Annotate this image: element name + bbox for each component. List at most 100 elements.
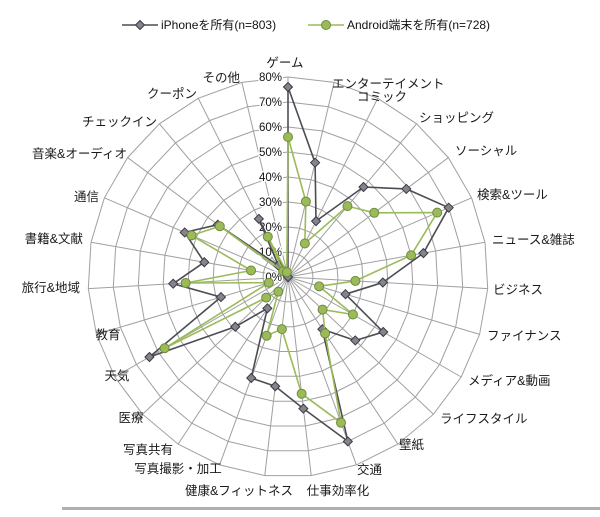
circle-marker-icon [406, 250, 417, 261]
iphone-series [144, 81, 454, 447]
category-label: ニュース&雑誌 [492, 232, 575, 247]
diamond-marker-icon [377, 277, 389, 288]
bottom-divider-line [62, 507, 600, 510]
category-label: 医療 [118, 411, 144, 425]
legend-iphone-item: iPhoneを所有(n=803) [122, 18, 276, 32]
category-label: その他 [202, 71, 240, 85]
diamond-marker-icon [246, 372, 257, 384]
circle-marker-icon [317, 304, 328, 315]
category-label: 通信 [74, 190, 99, 204]
circle-marker-icon [369, 207, 380, 218]
diamond-marker-icon [199, 257, 210, 268]
legend: iPhoneを所有(n=803) Android端末を所有(n=728) [122, 18, 490, 32]
circle-marker-icon [283, 132, 293, 142]
category-label: エンターテイメント [332, 77, 445, 91]
diamond-marker-icon [401, 183, 412, 195]
radial-tick-label: 50% [259, 147, 282, 159]
radial-axis-ticks: 0%10%20%30%40%50%60%70%80% [257, 71, 283, 286]
iphone-series-line [148, 86, 450, 443]
radar-ring [237, 226, 339, 328]
circle-marker-icon [432, 207, 443, 218]
android-series-line [163, 136, 439, 424]
circle-marker-icon [214, 221, 225, 232]
category-label: ファイナンス [487, 329, 562, 343]
category-label: ゲーム [266, 56, 303, 70]
circle-marker-icon [320, 328, 331, 339]
diamond-marker-icon [270, 381, 281, 392]
category-label: 写真撮影・加工 [134, 462, 222, 476]
radar-ring [87, 76, 489, 477]
category-label: 写真共有 [123, 443, 173, 457]
circle-marker-icon [276, 324, 287, 335]
radial-tick-label: 70% [259, 97, 282, 109]
diamond-marker-icon [309, 157, 321, 168]
circle-marker-icon [273, 286, 284, 297]
category-label: クーポン [147, 87, 197, 101]
category-label: ライフスタイル [440, 412, 528, 426]
radar-series [144, 81, 454, 447]
category-label: 健康&フィットネス [185, 483, 293, 498]
category-label: 壁紙 [399, 437, 425, 452]
diamond-marker-icon [262, 303, 273, 314]
diamond-marker-icon [310, 215, 322, 227]
legend-iphone-label: iPhoneを所有(n=803) [161, 18, 276, 32]
category-label: 音楽&オーディオ [32, 146, 127, 161]
circle-marker-icon [314, 281, 325, 292]
diamond-marker-icon [230, 321, 241, 332]
circle-marker-icon [336, 417, 347, 428]
category-label: 天気 [104, 368, 129, 383]
circle-marker-icon [180, 277, 191, 288]
circle-marker-icon [296, 388, 307, 399]
circle-marker-icon [299, 238, 310, 249]
radial-tick-label: 80% [259, 72, 282, 84]
radial-tick-label: 60% [259, 122, 282, 134]
circle-marker-icon [300, 196, 311, 207]
radar-ring [112, 101, 464, 452]
circle-marker-icon [342, 201, 353, 212]
category-label: メディア&動画 [468, 373, 550, 388]
legend-android-label: Android端末を所有(n=728) [347, 18, 490, 32]
radar-ring [137, 126, 439, 427]
category-label: ビジネス [493, 283, 543, 297]
circle-marker-icon [186, 230, 197, 241]
circle-marker-icon [263, 277, 274, 288]
diamond-marker-icon [179, 227, 190, 238]
diamond-marker-icon [144, 351, 155, 363]
diamond-marker-icon [378, 326, 389, 338]
diamond-marker-icon [298, 403, 309, 414]
circle-marker-icon [321, 20, 331, 30]
diamond-marker-icon [253, 213, 265, 225]
diamond-marker-icon [443, 202, 454, 213]
category-label: チェックイン [82, 115, 157, 129]
circle-marker-icon [261, 292, 272, 303]
radial-tick-label: 40% [259, 172, 282, 184]
radar-ring [187, 176, 389, 377]
diamond-marker-icon [350, 335, 361, 346]
category-label: 書籍&文献 [25, 231, 83, 246]
radar-ring [162, 151, 414, 402]
radial-tick-label: 30% [259, 197, 282, 209]
category-labels: ゲームエンターテイメントコミックショッピングソーシャル検索&ツールニュース&雑誌… [22, 56, 576, 498]
category-label: ソーシャル [455, 144, 517, 158]
circle-marker-icon [281, 267, 292, 278]
legend-android-item: Android端末を所有(n=728) [308, 18, 490, 32]
circle-marker-icon [347, 309, 358, 320]
android-series [159, 132, 443, 428]
circle-marker-icon [262, 231, 273, 242]
diamond-marker-icon [418, 247, 429, 259]
category-label: 旅行&地域 [22, 281, 80, 295]
radar-ring [262, 251, 314, 303]
diamond-marker-icon [215, 291, 227, 303]
circle-marker-icon [246, 265, 257, 276]
category-label: コミック [357, 90, 407, 104]
circle-marker-icon [159, 343, 170, 354]
circle-marker-icon [261, 330, 272, 341]
diamond-marker-icon [282, 81, 294, 93]
category-label: ショッピング [419, 111, 494, 125]
circle-marker-icon [350, 275, 361, 286]
diamond-marker-icon [358, 181, 369, 193]
diamond-marker-icon [342, 436, 354, 447]
diamond-marker-icon [167, 278, 179, 289]
